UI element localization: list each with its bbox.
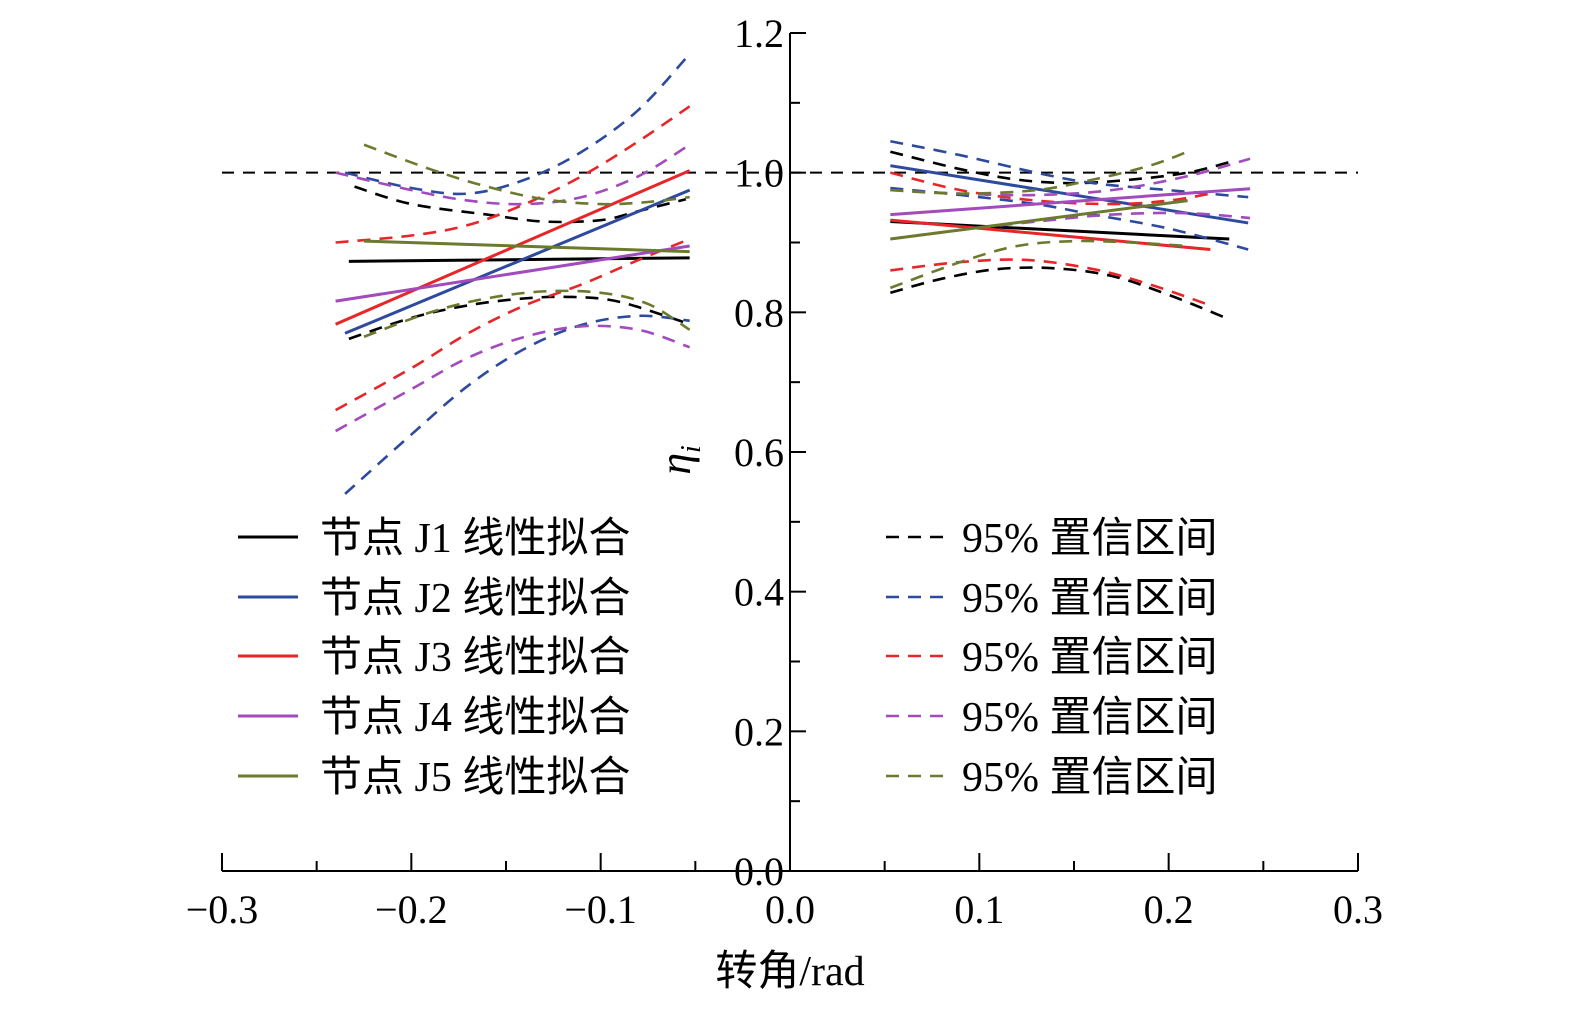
legend-fit-label-3: 节点 J3 线性拟合 bbox=[320, 635, 630, 681]
axes: −0.3 −0.2 −0.1 0.0 0.1 0.2 0.3 0.0 0.2 0.4 0.6 0.8 1… bbox=[186, 11, 1383, 932]
y-tick-label: 0.6 bbox=[734, 430, 784, 475]
x-tick-label: 0.2 bbox=[1144, 887, 1194, 932]
x-tick-label: −0.2 bbox=[375, 887, 448, 932]
y-tick-label: 0.2 bbox=[734, 709, 784, 754]
series-2-pos-ci-lower bbox=[890, 186, 1249, 251]
y-tick-label: 1.2 bbox=[734, 11, 784, 56]
y-tick-label: 0.0 bbox=[734, 849, 784, 894]
x-tick-label: −0.1 bbox=[564, 887, 637, 932]
series-5-neg-fit-line bbox=[363, 239, 690, 254]
y-axis-label-sub: i bbox=[676, 445, 707, 453]
y-tick-label: 0.8 bbox=[734, 290, 784, 335]
series-4-pos-ci-lower bbox=[890, 211, 1251, 241]
series-2-neg-ci-lower bbox=[344, 314, 690, 495]
legend-fit-label-5: 节点 J5 线性拟合 bbox=[320, 755, 630, 801]
series-3-neg-ci-upper bbox=[335, 105, 691, 244]
series-4-pos-fit-line bbox=[890, 187, 1251, 217]
legend-ci-label-4: 95% 置信区间 bbox=[962, 695, 1218, 741]
x-tick-label: −0.3 bbox=[186, 887, 259, 932]
series-4-neg-ci-upper bbox=[335, 143, 691, 206]
y-tick-label: 0.4 bbox=[734, 570, 784, 615]
series-5-neg-ci-lower bbox=[363, 289, 691, 338]
y-tick-label: 1.0 bbox=[734, 151, 784, 196]
series-3-neg-fit-line bbox=[335, 169, 691, 326]
legend-fit-label-1: 节点 J1 线性拟合 bbox=[320, 516, 630, 562]
series-5-pos-fit-line bbox=[890, 199, 1188, 241]
series-2-neg-fit-line bbox=[344, 188, 691, 335]
series-4-neg-ci-lower bbox=[334, 324, 691, 433]
legend-ci-label-1: 95% 置信区间 bbox=[962, 516, 1218, 562]
plot-lines bbox=[222, 53, 1358, 495]
series-3-pos-ci-lower bbox=[890, 258, 1211, 307]
series-2-pos-ci-upper bbox=[890, 139, 1249, 199]
x-tick-label: 0.1 bbox=[954, 887, 1004, 932]
legend-fit-label-4: 节点 J4 线性拟合 bbox=[320, 695, 630, 741]
series-2-neg-ci-upper bbox=[344, 53, 691, 196]
x-tick-label: 0.0 bbox=[765, 887, 815, 932]
series-4-neg-fit-line bbox=[335, 244, 690, 303]
series-1-neg-ci-lower bbox=[348, 295, 687, 341]
x-axis-label: 转角/rad bbox=[715, 949, 864, 995]
legend-ci-label-3: 95% 置信区间 bbox=[962, 635, 1218, 681]
y-axis-label-main: η bbox=[651, 453, 700, 475]
series-5-neg-ci-upper bbox=[363, 143, 690, 206]
series-5-pos-ci-lower bbox=[889, 239, 1188, 290]
series-3-neg-ci-lower bbox=[334, 237, 691, 412]
series-1-pos-ci-lower bbox=[890, 266, 1230, 321]
legend-ci-label-2: 95% 置信区间 bbox=[962, 576, 1218, 622]
series-4-pos-ci-upper bbox=[890, 157, 1251, 197]
y-axis-label: ηi bbox=[651, 445, 707, 475]
x-tick-label: 0.3 bbox=[1333, 887, 1383, 932]
series-5-pos-ci-upper bbox=[890, 150, 1189, 195]
legend-ci-label-5: 95% 置信区间 bbox=[962, 755, 1218, 801]
legend-fit-label-2: 节点 J2 线性拟合 bbox=[320, 576, 630, 622]
